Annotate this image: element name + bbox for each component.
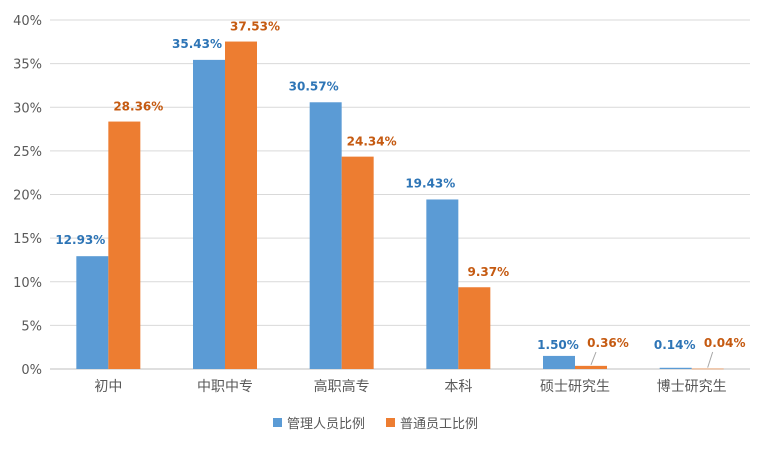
bar-management xyxy=(193,59,225,369)
bar-staff xyxy=(108,121,141,370)
y-tick-label: 30% xyxy=(13,101,42,116)
x-axis-categories: 初中 中职中专 高职高专 本科 硕士研究生 博士研究生 xyxy=(94,378,726,395)
data-label: 30.57% xyxy=(289,79,339,93)
bar-staff xyxy=(691,368,724,370)
x-category-label: 高职高专 xyxy=(314,378,370,395)
x-category-label: 本科 xyxy=(444,379,472,395)
bar-management xyxy=(659,367,692,369)
bar-staff xyxy=(341,156,374,369)
data-label: 0.04% xyxy=(704,336,746,350)
legend-swatch-staff xyxy=(386,418,395,427)
data-label: 12.93% xyxy=(55,233,105,247)
bar-management xyxy=(309,102,342,370)
y-tick-label: 10% xyxy=(13,276,42,291)
y-tick-label: 0% xyxy=(21,363,42,378)
data-label: 0.14% xyxy=(654,338,696,352)
bars xyxy=(76,41,724,370)
data-label: 35.43% xyxy=(172,37,222,51)
data-label: 37.53% xyxy=(230,20,280,34)
legend: 管理人员比例 普通员工比例 xyxy=(273,417,478,432)
y-tick-label: 5% xyxy=(21,319,42,334)
bar-staff xyxy=(225,41,257,369)
data-labels: 12.93% 28.36% 35.43% 37.53% 30.57% 24.34% 19.4… xyxy=(55,20,745,352)
data-label-leaders xyxy=(590,351,714,368)
data-label-leader-line xyxy=(590,351,597,366)
data-label: 19.43% xyxy=(405,176,455,190)
legend-label-staff: 普通员工比例 xyxy=(400,417,478,432)
x-category-label: 初中 xyxy=(94,378,122,395)
y-tick-label: 35% xyxy=(13,58,42,73)
gridlines xyxy=(50,19,750,370)
bar-staff xyxy=(575,365,607,369)
bar-management xyxy=(543,355,575,369)
y-tick-label: 20% xyxy=(13,189,42,204)
y-axis-ticks: 0% 5% 10% 15% 20% 25% 30% 35% 40% xyxy=(13,14,42,378)
legend-swatch-management xyxy=(273,418,282,427)
bar-staff xyxy=(458,287,491,369)
x-category-label: 硕士研究生 xyxy=(540,379,610,395)
data-label: 1.50% xyxy=(537,338,579,352)
y-tick-label: 40% xyxy=(13,14,42,29)
y-tick-label: 15% xyxy=(13,232,42,247)
bar-management xyxy=(76,256,109,369)
data-label: 9.37% xyxy=(468,265,510,279)
data-label-leader-line xyxy=(707,351,714,368)
legend-label-management: 管理人员比例 xyxy=(287,417,365,432)
data-label: 24.34% xyxy=(347,135,397,149)
x-category-label: 博士研究生 xyxy=(657,378,727,395)
data-label: 0.36% xyxy=(587,336,629,350)
data-label: 28.36% xyxy=(113,100,163,114)
x-category-label: 中职中专 xyxy=(197,379,253,395)
y-tick-label: 25% xyxy=(13,145,42,160)
bar-management xyxy=(426,199,459,369)
